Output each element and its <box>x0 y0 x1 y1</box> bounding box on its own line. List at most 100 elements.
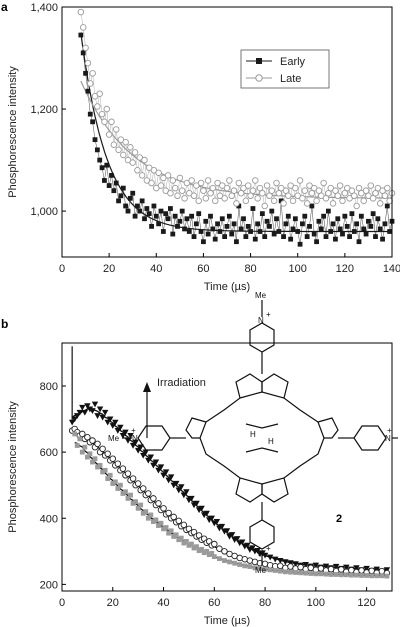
data-point-square <box>198 229 204 234</box>
data-point-square <box>243 234 249 239</box>
data-point-square <box>252 565 258 571</box>
data-point-square <box>201 550 207 556</box>
data-point-square <box>79 449 85 455</box>
data-point-square <box>125 208 131 214</box>
data-point-square <box>217 229 223 234</box>
data-point-square <box>321 213 327 219</box>
data-point-square <box>354 221 360 227</box>
data-point-square <box>290 226 296 232</box>
nitrogen-label-right: N <box>385 434 391 443</box>
data-point-triangle <box>167 474 175 481</box>
data-point-circle <box>320 179 327 187</box>
data-point-triangle <box>363 565 370 572</box>
data-point-circle <box>129 159 136 166</box>
data-point-square <box>90 459 95 465</box>
data-point-triangle <box>244 542 251 549</box>
data-point-triangle <box>71 416 78 423</box>
data-point-square <box>176 537 182 543</box>
data-point-square <box>144 206 150 211</box>
data-point-circle <box>384 184 391 192</box>
data-point-square <box>163 211 169 217</box>
data-point-triangle <box>145 457 152 464</box>
data-point-triangle <box>343 564 350 571</box>
irradiation-annotation: Irradiation <box>143 377 206 438</box>
y-tick-label: 1,000 <box>30 206 58 218</box>
data-point-square <box>359 573 364 578</box>
data-point-square <box>281 234 286 239</box>
fit-curve <box>80 80 392 199</box>
pyrrole-top-left <box>235 373 263 399</box>
data-point-triangle <box>261 552 269 559</box>
porphyrin-structure-2 <box>122 300 398 565</box>
data-point-circle <box>157 182 165 189</box>
irradiation-arrow-head <box>143 382 151 392</box>
data-point-square <box>171 534 177 539</box>
data-point-circle <box>280 200 287 207</box>
data-point-circle <box>165 509 172 517</box>
data-point-square <box>325 208 331 214</box>
data-point-square <box>269 208 275 214</box>
data-point-triangle <box>282 559 289 566</box>
data-point-circle <box>313 197 320 205</box>
data-point-triangle <box>74 413 81 419</box>
data-point-triangle <box>218 523 226 530</box>
data-point-square <box>374 573 380 579</box>
data-point-square <box>347 234 352 239</box>
legend-early-label: Early <box>280 56 306 68</box>
data-point-circle <box>322 195 330 202</box>
data-point-circle <box>94 440 101 448</box>
data-point-circle <box>105 131 113 138</box>
data-point-square <box>151 203 157 209</box>
data-point-triangle <box>119 432 127 439</box>
data-point-square <box>248 229 253 234</box>
data-point-circle <box>200 187 207 194</box>
data-point-square <box>189 541 194 547</box>
data-point-circle <box>171 184 179 192</box>
data-point-circle <box>77 8 85 16</box>
data-point-square <box>304 234 310 239</box>
data-point-circle <box>145 490 152 497</box>
data-point-square <box>313 571 319 577</box>
data-point-circle <box>207 189 214 197</box>
data-point-square <box>368 223 374 229</box>
data-point-square <box>222 234 228 239</box>
data-point-circle <box>195 197 202 205</box>
data-point-square <box>358 213 364 219</box>
data-point-square <box>186 229 192 234</box>
data-point-square <box>178 535 184 541</box>
data-point-circle <box>138 172 146 179</box>
x-tick-label: 40 <box>150 263 162 275</box>
data-point-square <box>323 234 329 239</box>
legend-early-marker <box>256 58 262 64</box>
x-tick-label: 0 <box>59 597 65 609</box>
panel-b-x-axis-label: Time (µs) <box>204 615 250 627</box>
x-tick-label: 120 <box>336 263 354 275</box>
data-point-square <box>145 515 151 521</box>
data-point-square <box>135 505 141 511</box>
data-point-square <box>276 229 282 234</box>
pyridinium-right <box>353 425 387 451</box>
data-point-triangle <box>112 419 119 426</box>
y-tick-label: 1,400 <box>30 2 58 14</box>
data-point-circle <box>108 118 115 126</box>
data-point-square <box>138 502 144 508</box>
data-point-square <box>257 229 263 234</box>
data-point-circle <box>268 187 276 194</box>
data-point-square <box>379 573 385 579</box>
data-point-square <box>303 570 309 576</box>
data-point-circle <box>104 450 111 458</box>
data-point-square <box>181 540 187 546</box>
x-tick-label: 20 <box>107 597 119 609</box>
data-point-triangle <box>277 557 284 564</box>
data-point-circle <box>94 103 101 110</box>
data-point-square <box>364 573 370 578</box>
data-point-triangle <box>175 487 182 494</box>
data-point-square <box>211 554 217 560</box>
data-point-square <box>307 223 312 229</box>
data-point-square <box>196 211 202 217</box>
x-tick-label: 80 <box>259 597 271 609</box>
pyrrole-left-top <box>185 417 207 439</box>
data-point-square <box>340 231 345 237</box>
panel-a-legend: Early Late <box>240 49 330 89</box>
data-point-circle <box>160 505 167 512</box>
